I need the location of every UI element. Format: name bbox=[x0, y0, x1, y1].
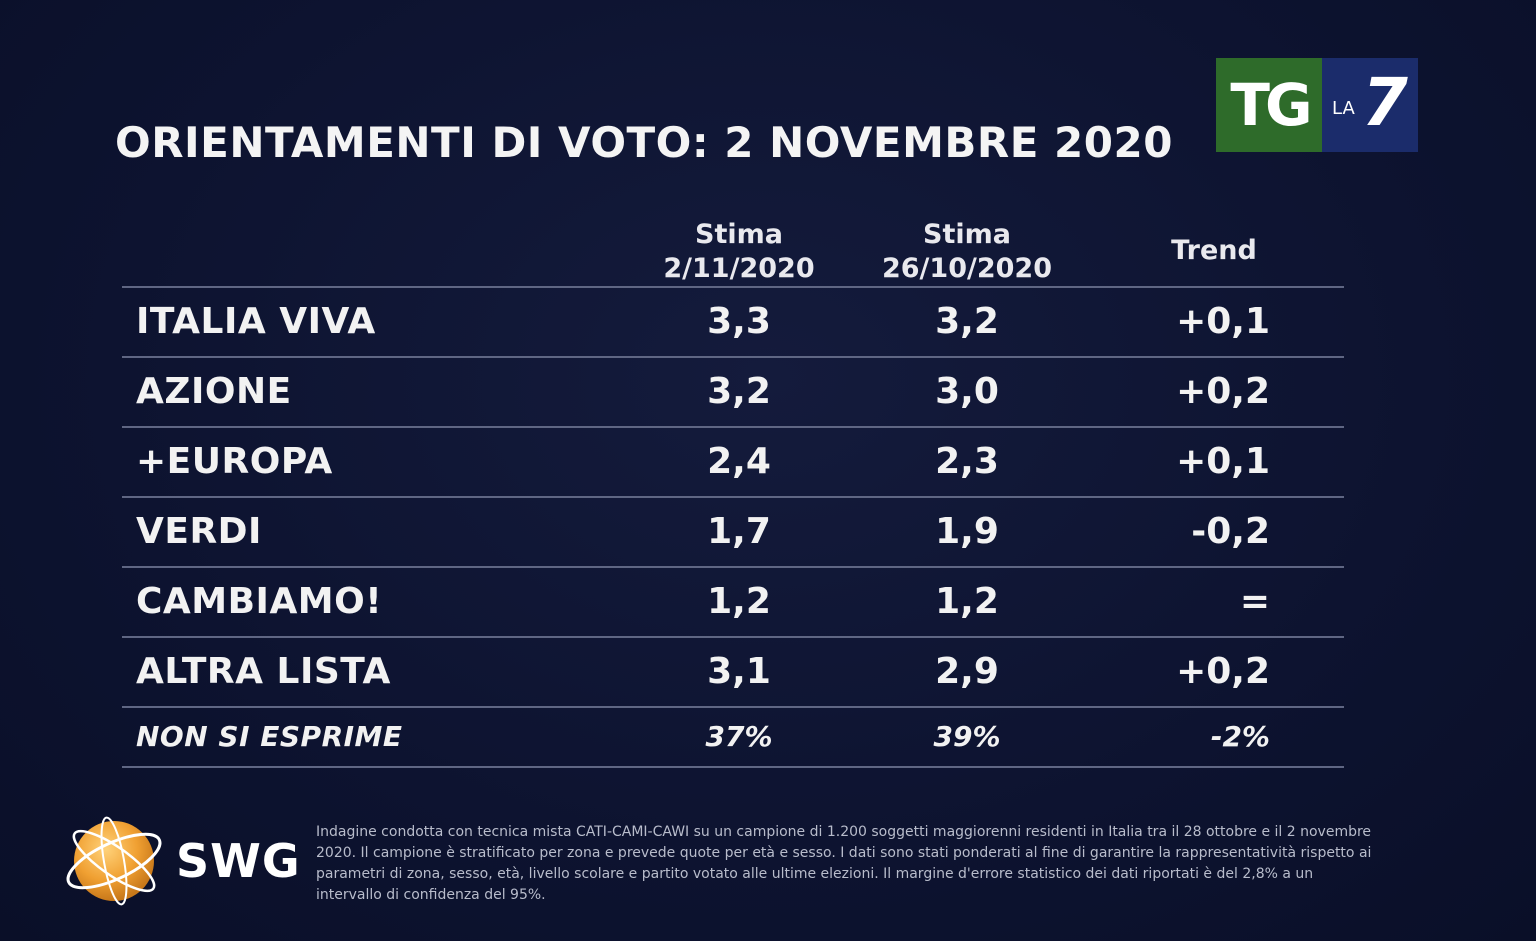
table-row: ALTRA LISTA 3,1 2,9 +0,2 bbox=[122, 638, 1344, 708]
poll-table: Stima 2/11/2020 Stima 26/10/2020 Trend I… bbox=[122, 210, 1344, 768]
value-stima-26-10: 2,9 bbox=[935, 651, 999, 692]
value-trend: -0,2 bbox=[1191, 511, 1270, 552]
value-stima-26-10: 3,0 bbox=[935, 371, 999, 412]
value-trend: = bbox=[1239, 581, 1270, 622]
table-header: Stima 2/11/2020 Stima 26/10/2020 Trend bbox=[122, 210, 1344, 288]
value-trend: +0,2 bbox=[1176, 651, 1270, 692]
party-name: VERDI bbox=[136, 511, 262, 552]
logo-tg: TG bbox=[1216, 58, 1322, 152]
page-title: ORIENTAMENTI DI VOTO: 2 NOVEMBRE 2020 bbox=[115, 118, 1173, 167]
table-row: ITALIA VIVA 3,3 3,2 +0,1 bbox=[122, 288, 1344, 358]
table-row: CAMBIAMO! 1,2 1,2 = bbox=[122, 568, 1344, 638]
swg-logo: SWG bbox=[58, 806, 301, 916]
swg-globe-icon bbox=[66, 816, 162, 906]
value-stima-26-10: 3,2 bbox=[935, 301, 999, 342]
methodology-note: Indagine condotta con tecnica mista CATI… bbox=[316, 824, 1372, 903]
value-stima-2-11: 3,2 bbox=[707, 371, 771, 412]
value-stima-2-11: 1,7 bbox=[707, 511, 771, 552]
table-row-non-si-esprime: NON SI ESPRIME 37% 39% -2% bbox=[122, 708, 1344, 768]
tgla7-logo: TG LA 7 bbox=[1216, 58, 1418, 152]
party-name: NON SI ESPRIME bbox=[136, 720, 403, 753]
logo-la7: LA 7 bbox=[1322, 58, 1418, 152]
table-row: AZIONE 3,2 3,0 +0,2 bbox=[122, 358, 1344, 428]
party-name: AZIONE bbox=[136, 371, 292, 412]
value-trend: +0,2 bbox=[1176, 371, 1270, 412]
logo-la: LA bbox=[1332, 98, 1355, 119]
value-stima-2-11: 3,1 bbox=[707, 651, 771, 692]
value-trend: +0,1 bbox=[1176, 441, 1270, 482]
party-name: +EUROPA bbox=[136, 441, 333, 482]
party-name: ITALIA VIVA bbox=[136, 301, 376, 342]
value-trend: -2% bbox=[1210, 720, 1270, 753]
column-header-stima-26-10: Stima 26/10/2020 bbox=[881, 219, 1052, 284]
swg-brand: SWG bbox=[176, 834, 301, 888]
value-stima-26-10: 2,3 bbox=[935, 441, 999, 482]
logo-seven: 7 bbox=[1362, 64, 1408, 141]
value-stima-2-11: 2,4 bbox=[707, 441, 771, 482]
column-header-stima-2-11: Stima 2/11/2020 bbox=[663, 219, 815, 284]
value-stima-26-10: 1,2 bbox=[935, 581, 999, 622]
table-row: VERDI 1,7 1,9 -0,2 bbox=[122, 498, 1344, 568]
value-stima-26-10: 1,9 bbox=[935, 511, 999, 552]
value-stima-2-11: 37% bbox=[705, 720, 773, 753]
party-name: ALTRA LISTA bbox=[136, 651, 391, 692]
table-row: +EUROPA 2,4 2,3 +0,1 bbox=[122, 428, 1344, 498]
party-name: CAMBIAMO! bbox=[136, 581, 383, 622]
column-header-trend: Trend bbox=[1171, 235, 1257, 266]
value-stima-2-11: 1,2 bbox=[707, 581, 771, 622]
value-stima-26-10: 39% bbox=[933, 720, 1001, 753]
value-trend: +0,1 bbox=[1176, 301, 1270, 342]
value-stima-2-11: 3,3 bbox=[707, 301, 771, 342]
